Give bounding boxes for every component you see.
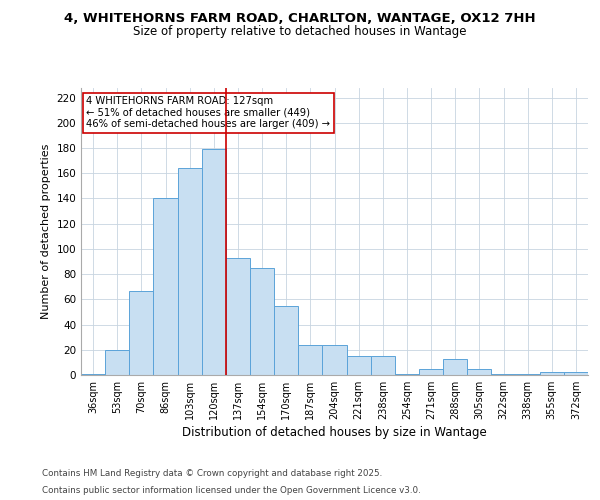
Text: Size of property relative to detached houses in Wantage: Size of property relative to detached ho… <box>133 25 467 38</box>
Bar <box>178 168 202 375</box>
Bar <box>467 368 491 375</box>
Bar <box>226 258 250 375</box>
Bar <box>322 344 347 375</box>
Text: Contains public sector information licensed under the Open Government Licence v3: Contains public sector information licen… <box>42 486 421 495</box>
Bar <box>371 356 395 375</box>
Bar <box>347 356 371 375</box>
Bar <box>202 150 226 375</box>
Bar <box>564 372 588 375</box>
Bar <box>154 198 178 375</box>
Bar <box>395 374 419 375</box>
Bar <box>298 344 322 375</box>
Text: 4, WHITEHORNS FARM ROAD, CHARLTON, WANTAGE, OX12 7HH: 4, WHITEHORNS FARM ROAD, CHARLTON, WANTA… <box>64 12 536 26</box>
Bar <box>105 350 129 375</box>
Bar <box>81 374 105 375</box>
Y-axis label: Number of detached properties: Number of detached properties <box>41 144 51 319</box>
Bar <box>419 368 443 375</box>
Text: 4 WHITEHORNS FARM ROAD: 127sqm
← 51% of detached houses are smaller (449)
46% of: 4 WHITEHORNS FARM ROAD: 127sqm ← 51% of … <box>86 96 330 130</box>
Bar <box>491 374 515 375</box>
X-axis label: Distribution of detached houses by size in Wantage: Distribution of detached houses by size … <box>182 426 487 439</box>
Text: Contains HM Land Registry data © Crown copyright and database right 2025.: Contains HM Land Registry data © Crown c… <box>42 468 382 477</box>
Bar <box>129 290 154 375</box>
Bar <box>250 268 274 375</box>
Bar <box>274 306 298 375</box>
Bar <box>515 374 540 375</box>
Bar <box>540 372 564 375</box>
Bar <box>443 358 467 375</box>
